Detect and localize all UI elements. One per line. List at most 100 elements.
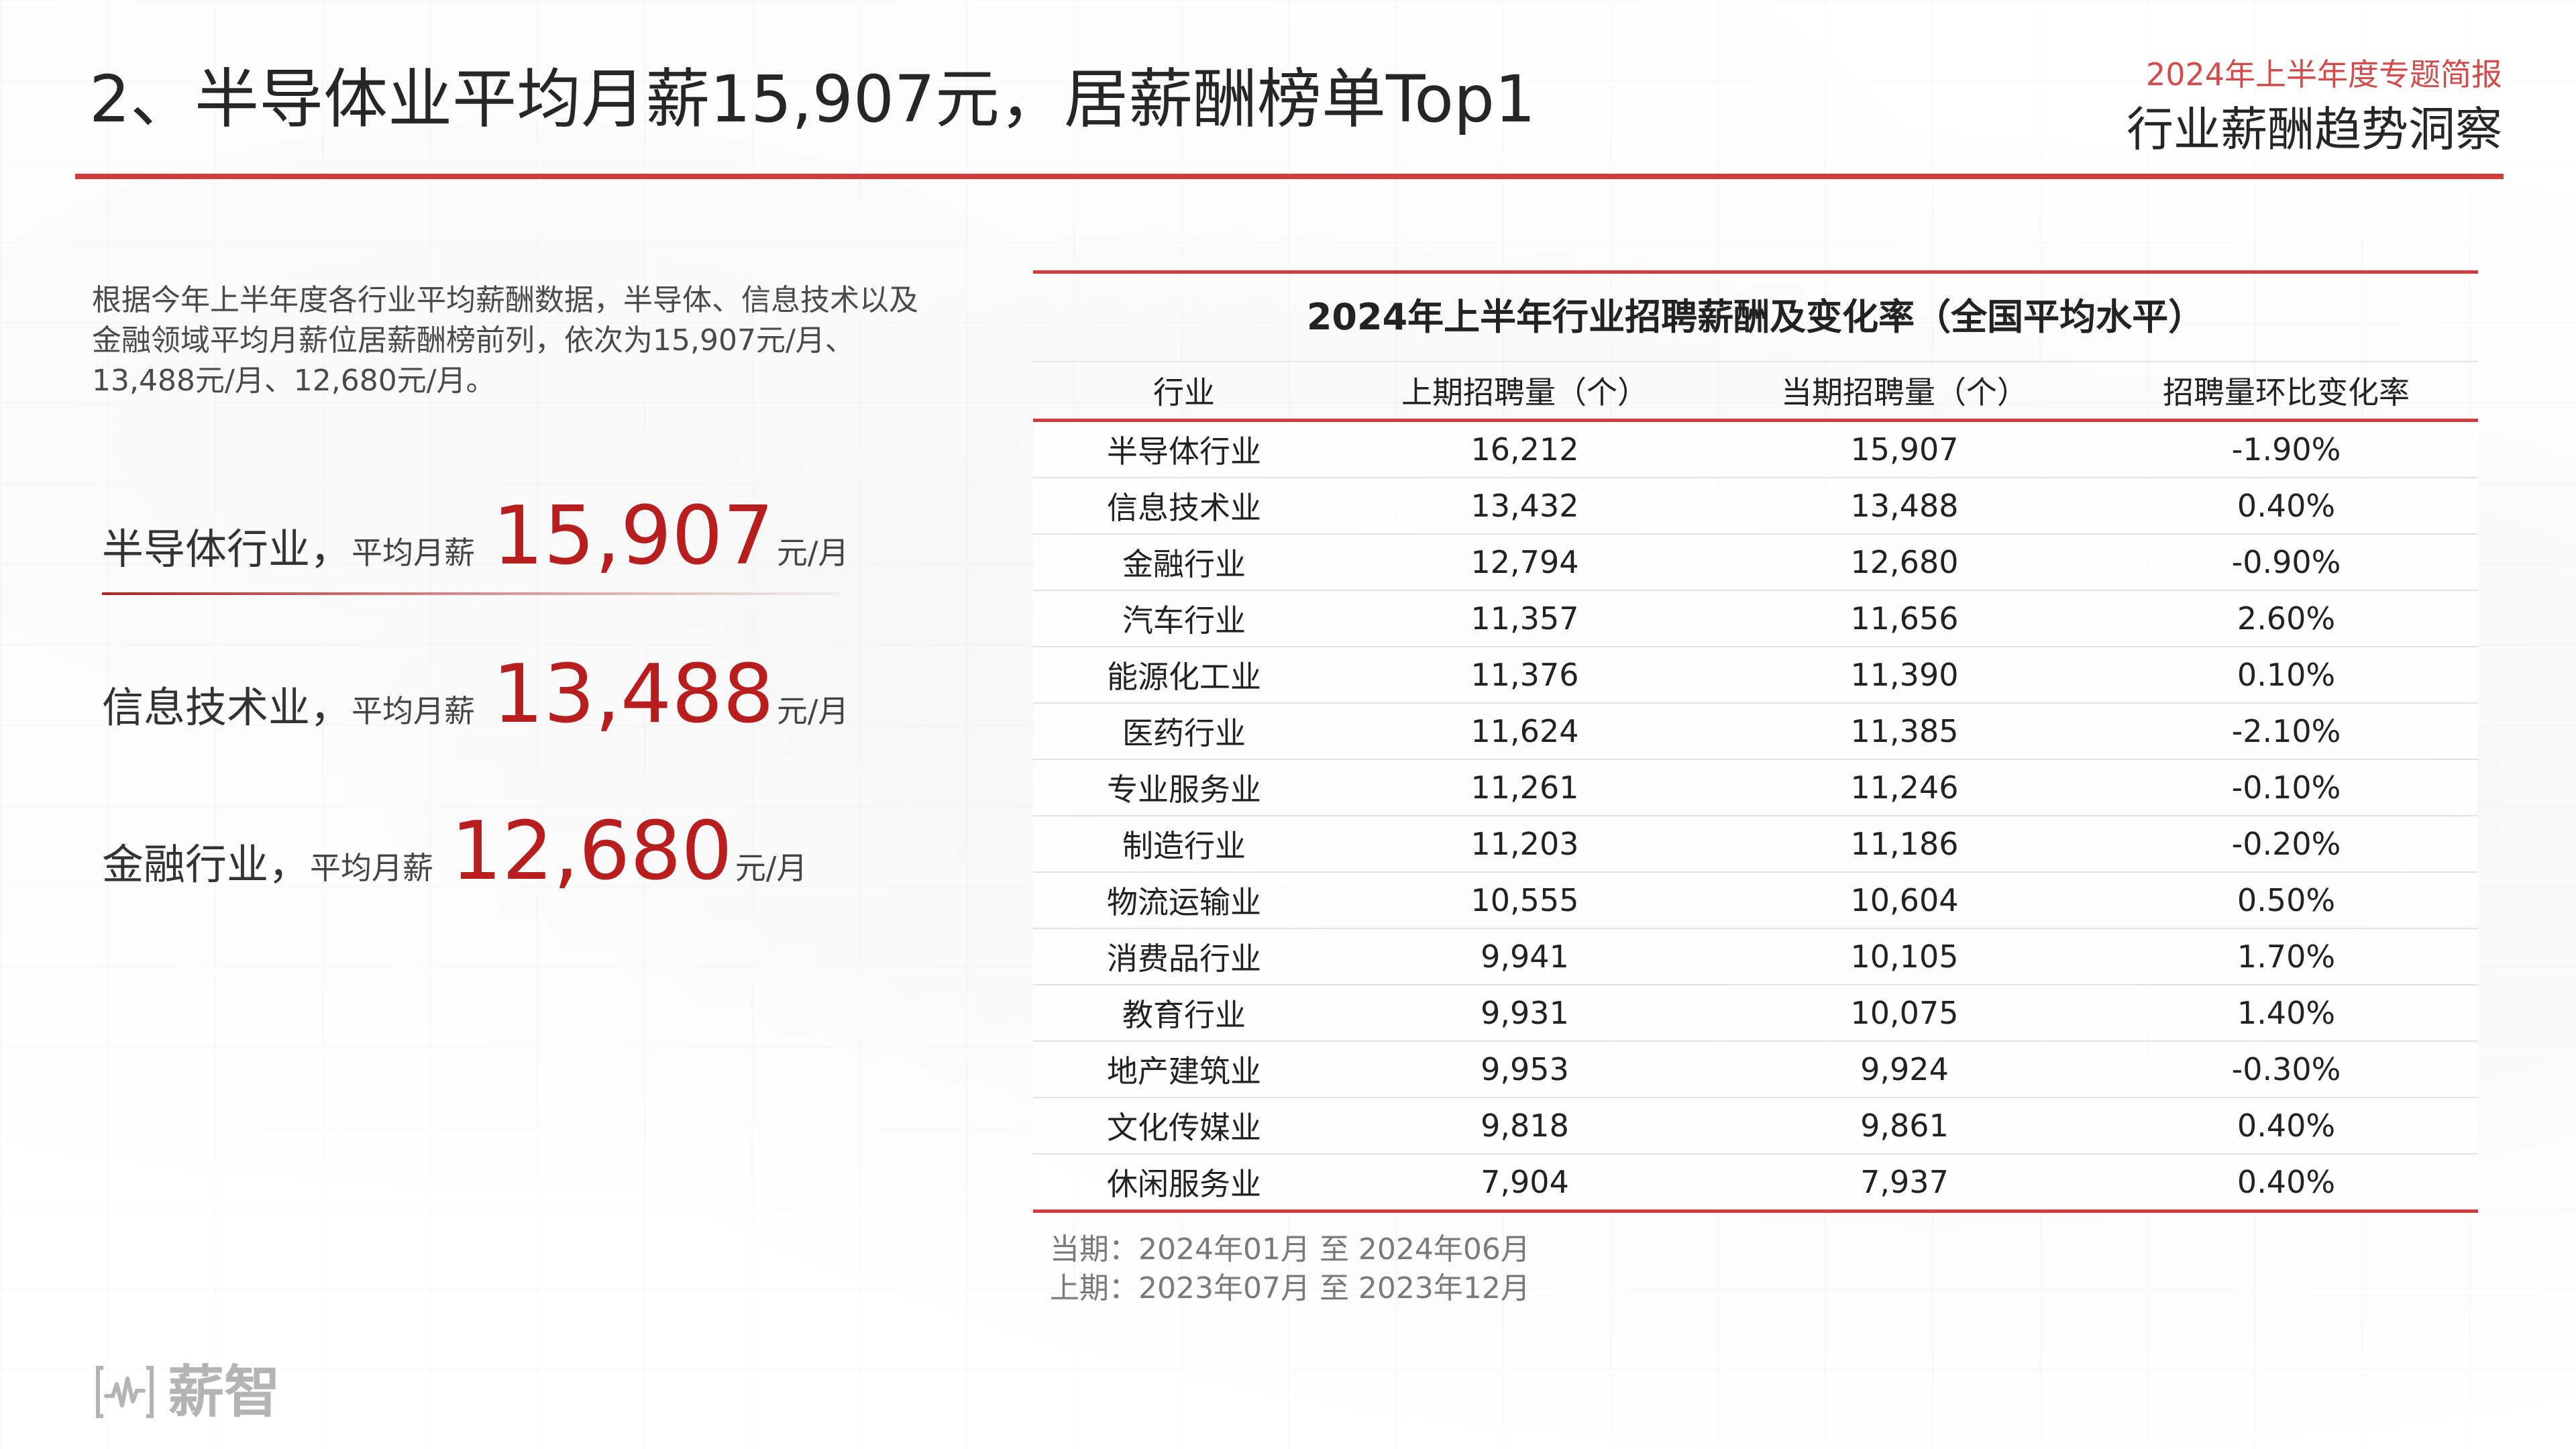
highlight-avg-label: 平均月薪	[352, 535, 476, 571]
cell-current: 7,937	[1715, 1154, 2094, 1213]
cell-previous: 13,432	[1335, 478, 1715, 535]
highlight-underline	[102, 592, 840, 595]
table-row: 消费品行业 9,941 10,105 1.70%	[1033, 928, 2478, 985]
highlight-unit: 元/月	[776, 535, 849, 571]
table-row: 专业服务业 11,261 11,246 -0.10%	[1033, 759, 2478, 816]
highlight-avg-label: 平均月薪	[352, 693, 476, 729]
cell-current: 11,246	[1715, 759, 2094, 816]
current-period-note: 当期：2024年01月 至 2024年06月	[1050, 1232, 1530, 1267]
cell-rate: -2.10%	[2094, 703, 2478, 760]
highlight-value: 13,488	[492, 648, 774, 741]
cell-current: 10,604	[1715, 872, 2094, 929]
cell-rate: 2.60%	[2094, 590, 2478, 647]
cell-industry: 能源化工业	[1033, 647, 1335, 704]
table-row: 信息技术业 13,432 13,488 0.40%	[1033, 478, 2478, 535]
highlight-unit: 元/月	[735, 850, 808, 886]
cell-previous: 9,931	[1335, 985, 1715, 1042]
column-header-previous-volume: 上期招聘量（个）	[1335, 362, 1715, 422]
highlight-information-technology: 信息技术业，平均月薪 13,488元/月	[102, 648, 849, 741]
table-caption: 2024年上半年行业招聘薪酬及变化率（全国平均水平）	[1033, 274, 2478, 362]
cell-current: 9,924	[1715, 1041, 2094, 1098]
cell-current: 11,390	[1715, 647, 2094, 704]
cell-industry: 休闲服务业	[1033, 1154, 1335, 1213]
cell-previous: 11,376	[1335, 647, 1715, 704]
table-row: 金融行业 12,794 12,680 -0.90%	[1033, 534, 2478, 591]
cell-previous: 11,624	[1335, 703, 1715, 760]
cell-previous: 12,794	[1335, 534, 1715, 591]
table-row: 地产建筑业 9,953 9,924 -0.30%	[1033, 1041, 2478, 1098]
cell-industry: 金融行业	[1033, 534, 1335, 591]
cell-industry: 文化传媒业	[1033, 1097, 1335, 1155]
highlight-value: 12,680	[451, 805, 733, 898]
cell-current: 13,488	[1715, 478, 2094, 535]
cell-rate: 1.70%	[2094, 928, 2478, 985]
highlight-finance: 金融行业，平均月薪 12,680元/月	[102, 805, 807, 898]
page-title: 2、半导体业平均月薪15,907元，居薪酬榜单Top1	[89, 62, 1536, 137]
table-row: 物流运输业 10,555 10,604 0.50%	[1033, 872, 2478, 929]
cell-industry: 汽车行业	[1033, 590, 1335, 647]
cell-previous: 10,555	[1335, 872, 1715, 929]
header-divider	[75, 174, 2504, 179]
intro-paragraph: 根据今年上半年度各行业平均薪酬数据，半导体、信息技术以及金融领域平均月薪位居薪酬…	[92, 283, 918, 398]
highlight-industry: 信息技术业，	[102, 683, 352, 732]
column-header-industry: 行业	[1033, 362, 1335, 422]
cell-current: 15,907	[1715, 420, 2094, 478]
cell-industry: 信息技术业	[1033, 478, 1335, 535]
highlight-industry: 半导体行业，	[102, 525, 352, 574]
cell-previous: 7,904	[1335, 1154, 1715, 1213]
cell-industry: 专业服务业	[1033, 759, 1335, 816]
cell-previous: 9,818	[1335, 1097, 1715, 1155]
table-row: 文化传媒业 9,818 9,861 0.40%	[1033, 1097, 2478, 1155]
highlight-avg-label: 平均月薪	[310, 850, 434, 886]
cell-rate: -0.90%	[2094, 534, 2478, 591]
cell-industry: 物流运输业	[1033, 872, 1335, 929]
cell-rate: 0.40%	[2094, 478, 2478, 535]
report-name: 行业薪酬趋势洞察	[2127, 102, 2502, 157]
table-row: 休闲服务业 7,904 7,937 0.40%	[1033, 1154, 2478, 1213]
cell-current: 9,861	[1715, 1097, 2094, 1155]
cell-previous: 9,953	[1335, 1041, 1715, 1098]
brand-logo: 薪智	[94, 1358, 280, 1426]
table-row: 教育行业 9,931 10,075 1.40%	[1033, 985, 2478, 1042]
column-header-current-volume: 当期招聘量（个）	[1715, 362, 2094, 422]
cell-industry: 教育行业	[1033, 985, 1335, 1042]
highlight-unit: 元/月	[776, 693, 849, 729]
column-header-change-rate: 招聘量环比变化率	[2094, 362, 2478, 422]
cell-previous: 11,203	[1335, 816, 1715, 873]
cell-industry: 半导体行业	[1033, 420, 1335, 478]
cell-rate: -0.30%	[2094, 1041, 2478, 1098]
cell-current: 11,385	[1715, 703, 2094, 760]
cell-current: 12,680	[1715, 534, 2094, 591]
table-top-rule	[1033, 270, 2478, 274]
highlight-value: 15,907	[492, 490, 774, 583]
cell-previous: 11,357	[1335, 590, 1715, 647]
cell-rate: 0.40%	[2094, 1154, 2478, 1213]
table-row: 能源化工业 11,376 11,390 0.10%	[1033, 647, 2478, 704]
cell-current: 11,186	[1715, 816, 2094, 873]
cell-rate: -0.20%	[2094, 816, 2478, 873]
cell-rate: -0.10%	[2094, 759, 2478, 816]
brand-name: 薪智	[168, 1359, 281, 1425]
cell-previous: 16,212	[1335, 420, 1715, 478]
cell-rate: 1.40%	[2094, 985, 2478, 1042]
report-tag: 2024年上半年度专题简报	[2145, 56, 2502, 93]
cell-rate: 0.40%	[2094, 1097, 2478, 1155]
cell-industry: 医药行业	[1033, 703, 1335, 760]
cell-current: 11,656	[1715, 590, 2094, 647]
cell-industry: 地产建筑业	[1033, 1041, 1335, 1098]
cell-previous: 9,941	[1335, 928, 1715, 985]
cell-rate: 0.10%	[2094, 647, 2478, 704]
salary-table: 行业 上期招聘量（个） 当期招聘量（个） 招聘量环比变化率 半导体行业 16,2…	[1033, 362, 2478, 1213]
table-row: 制造行业 11,203 11,186 -0.20%	[1033, 816, 2478, 873]
cell-industry: 制造行业	[1033, 816, 1335, 873]
cell-rate: -1.90%	[2094, 420, 2478, 478]
cell-previous: 11,261	[1335, 759, 1715, 816]
cell-current: 10,075	[1715, 985, 2094, 1042]
previous-period-note: 上期：2023年07月 至 2023年12月	[1050, 1271, 1530, 1305]
cell-rate: 0.50%	[2094, 872, 2478, 929]
cell-current: 10,105	[1715, 928, 2094, 985]
waveform-logo-icon	[96, 1366, 154, 1418]
table-header-row: 行业 上期招聘量（个） 当期招聘量（个） 招聘量环比变化率	[1033, 362, 2478, 422]
cell-industry: 消费品行业	[1033, 928, 1335, 985]
table-row: 半导体行业 16,212 15,907 -1.90%	[1033, 420, 2478, 478]
